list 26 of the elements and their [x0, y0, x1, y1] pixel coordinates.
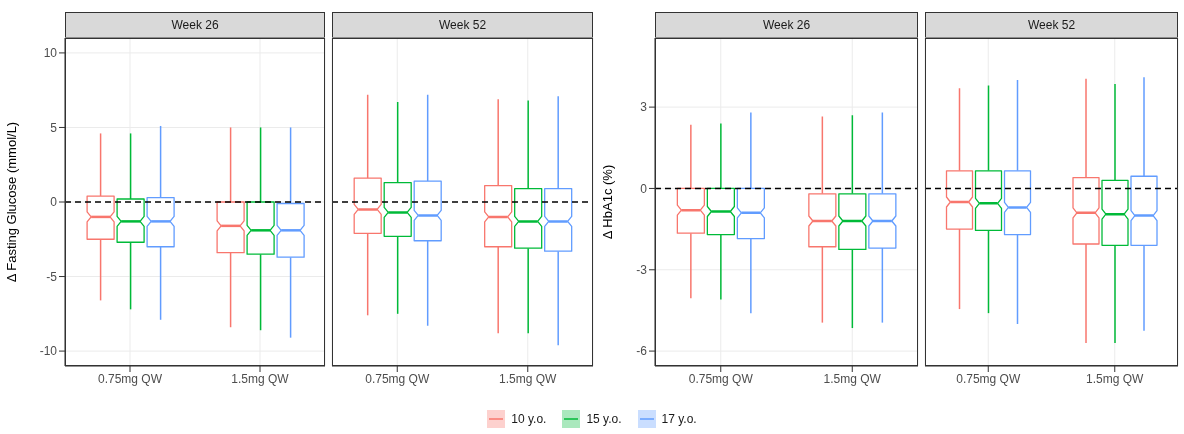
x-tick-label: 1.5mg QW — [823, 371, 882, 386]
x-tick-label: 0.75mg QW — [688, 371, 754, 386]
x-tick-label: 1.5mg QW — [499, 371, 558, 386]
x-tick-label: 0.75mg QW — [365, 371, 430, 386]
x-tick-label: 0.75mg QW — [97, 371, 163, 386]
y-tick-label: 0 — [640, 181, 648, 196]
legend-label: 15 y.o. — [586, 412, 622, 426]
y-tick-label: -6 — [636, 344, 648, 359]
x-tick-label: 1.5mg QW — [231, 371, 290, 386]
y-tick-label: 0 — [50, 195, 58, 210]
chart-title: Week 52 — [332, 12, 593, 38]
x-tick-label: 0.75mg QW — [956, 371, 1021, 386]
chart-title: Week 52 — [925, 12, 1178, 38]
y-tick-label: 5 — [50, 120, 58, 135]
legend-label: 10 y.o. — [511, 412, 547, 426]
y-tick-label: -3 — [636, 263, 648, 278]
y-tick-label: 3 — [640, 100, 648, 115]
y-tick-label: 10 — [43, 46, 58, 61]
chart-title: Week 26 — [65, 12, 325, 38]
x-tick-label: 1.5mg QW — [1086, 371, 1145, 386]
y-tick-label: -5 — [46, 269, 58, 284]
chart-title: Week 26 — [655, 12, 918, 38]
y-axis-title: Δ HbA1c (%) — [599, 164, 615, 240]
y-tick-label: -10 — [39, 344, 58, 359]
y-axis-title: Δ Fasting Glucose (mmol/L) — [3, 121, 19, 283]
legend-label: 17 y.o. — [661, 412, 697, 426]
